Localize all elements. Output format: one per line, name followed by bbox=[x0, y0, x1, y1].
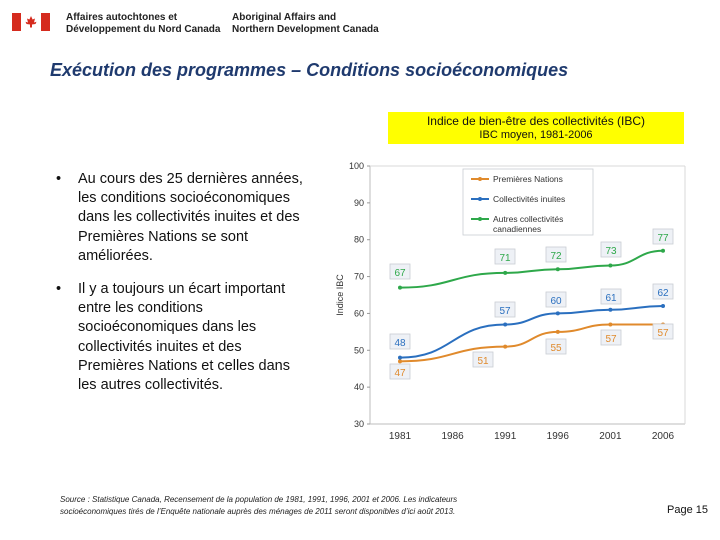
data-label-box bbox=[389, 363, 411, 380]
data-point bbox=[608, 263, 613, 268]
bullet-text: Il y a toujours un écart important entre… bbox=[78, 281, 290, 394]
slide-title: Exécution des programmes – Conditions so… bbox=[50, 60, 569, 80]
data-point bbox=[503, 322, 508, 327]
department-name-en-line2: Northern Development Canada bbox=[232, 24, 379, 35]
data-label: 67 bbox=[394, 268, 406, 279]
data-point bbox=[555, 329, 560, 334]
data-point bbox=[608, 322, 613, 327]
legend-marker bbox=[478, 197, 482, 201]
x-tick-label: 2001 bbox=[599, 431, 622, 442]
data-label: 77 bbox=[657, 233, 669, 244]
bullet-text: Au cours des 25 dernières années, les co… bbox=[78, 171, 303, 264]
data-label: 72 bbox=[550, 251, 562, 262]
y-tick-label: 30 bbox=[354, 419, 364, 429]
legend-label: canadiennes bbox=[493, 224, 541, 234]
data-point bbox=[555, 311, 560, 316]
bullet-item: • Il y a toujours un écart important ent… bbox=[54, 280, 304, 395]
legend-label: Premières Nations bbox=[493, 174, 563, 184]
legend-marker bbox=[478, 177, 482, 181]
chart-title: Indice de bien-être des collectivités (I… bbox=[426, 114, 646, 128]
x-tick-label: 1991 bbox=[494, 431, 517, 442]
data-label: 57 bbox=[499, 306, 511, 317]
y-tick-label: 70 bbox=[354, 272, 364, 282]
x-tick-label: 2006 bbox=[652, 431, 675, 442]
data-label-box bbox=[545, 246, 567, 263]
source-note: Source : Statistique Canada, Recensement… bbox=[60, 494, 580, 518]
y-axis-label: Indice IBC bbox=[335, 274, 345, 316]
data-label-box bbox=[389, 263, 411, 280]
x-tick-label: 1986 bbox=[441, 431, 464, 442]
chart-subtitle: IBC moyen, 1981-2006 bbox=[479, 129, 593, 141]
data-label-box bbox=[600, 288, 622, 305]
department-name-en: Aboriginal Affairs and Northern Developm… bbox=[232, 12, 379, 36]
data-point bbox=[661, 304, 665, 309]
department-name-fr-line2: Développement du Nord Canada bbox=[66, 24, 221, 35]
data-point bbox=[503, 344, 508, 349]
data-point bbox=[398, 359, 402, 364]
data-point bbox=[503, 270, 508, 275]
data-label: 57 bbox=[605, 334, 617, 345]
page-number: Page 15 bbox=[667, 504, 708, 516]
source-line: Source : Statistique Canada, Recensement… bbox=[60, 495, 458, 504]
y-tick-label: 100 bbox=[349, 161, 364, 171]
canada-flag-icon bbox=[12, 13, 50, 31]
department-name-fr: Affaires autochtones et Développement du… bbox=[66, 12, 220, 36]
y-tick-label: 90 bbox=[354, 198, 364, 208]
data-point bbox=[661, 248, 665, 253]
y-tick-label: 40 bbox=[354, 382, 364, 392]
data-point bbox=[608, 307, 613, 312]
data-label: 48 bbox=[394, 338, 406, 349]
series-line bbox=[399, 323, 663, 363]
data-label-box bbox=[389, 333, 411, 350]
data-label: 71 bbox=[499, 253, 511, 264]
data-point bbox=[555, 267, 560, 272]
bullet-glyph: • bbox=[56, 171, 62, 187]
department-name-fr-line1: Affaires autochtones et bbox=[66, 12, 178, 23]
data-label-box bbox=[545, 291, 567, 308]
data-label: 55 bbox=[550, 343, 562, 354]
data-label-box bbox=[600, 241, 622, 258]
data-label-box bbox=[652, 283, 674, 300]
data-label-box bbox=[472, 351, 494, 368]
data-label: 62 bbox=[657, 288, 669, 299]
data-label-box bbox=[600, 329, 622, 346]
legend-label: Autres collectivités bbox=[493, 214, 563, 224]
bullet-glyph: • bbox=[56, 281, 62, 298]
source-line: socioéconomiques tirés de l’Enquête nati… bbox=[60, 507, 456, 516]
y-tick-label: 80 bbox=[354, 235, 364, 245]
x-tick-label: 1981 bbox=[389, 431, 412, 442]
data-point bbox=[398, 355, 402, 360]
data-label-box bbox=[494, 248, 516, 265]
department-name-en-line1: Aboriginal Affairs and bbox=[232, 12, 337, 23]
series-line bbox=[399, 305, 664, 359]
series-line bbox=[399, 249, 664, 289]
data-label-box bbox=[652, 323, 674, 340]
data-label-box bbox=[494, 301, 516, 318]
data-label-box bbox=[545, 338, 567, 355]
bullet-list: • Au cours des 25 dernières années, les … bbox=[54, 170, 304, 409]
legend-marker bbox=[478, 217, 482, 221]
y-tick-label: 50 bbox=[354, 345, 364, 355]
data-label: 51 bbox=[477, 356, 489, 367]
y-tick-label: 60 bbox=[354, 308, 364, 318]
ibc-line-chart: 30 40 50 60 70 80 90 100 Indice IBC 1981 1986 1991 1… bbox=[335, 161, 686, 442]
data-label: 57 bbox=[657, 328, 669, 339]
data-point bbox=[398, 285, 402, 290]
data-label: 61 bbox=[605, 293, 617, 304]
chart-title-box: Indice de bien-être des collectivités (I… bbox=[388, 112, 684, 144]
data-label: 73 bbox=[605, 246, 617, 257]
data-label: 60 bbox=[550, 296, 562, 307]
data-label-box bbox=[652, 228, 674, 245]
data-label: 47 bbox=[394, 368, 406, 379]
x-tick-label: 1996 bbox=[547, 431, 570, 442]
legend-label: Collectivités inuites bbox=[493, 194, 565, 204]
bullet-item: • Au cours des 25 dernières années, les … bbox=[54, 170, 304, 266]
